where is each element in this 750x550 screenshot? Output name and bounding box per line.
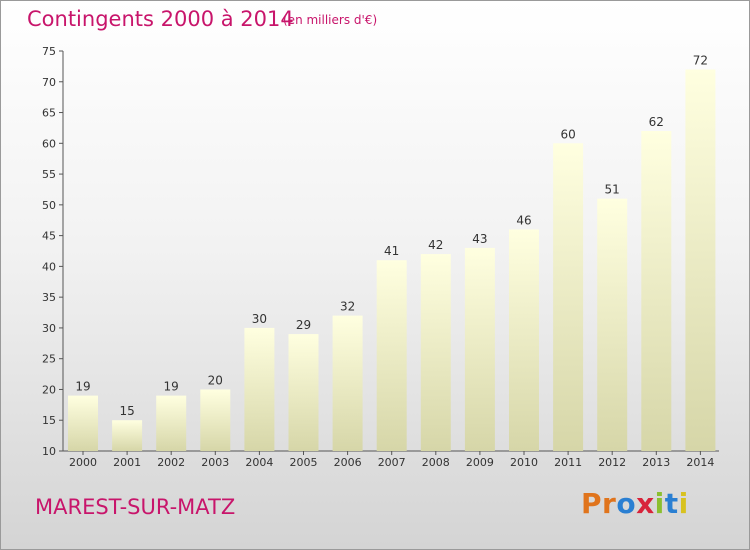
x-tick-label-2014: 2014 [686, 456, 714, 469]
data-label-2001: 15 [119, 404, 134, 418]
labels: 2000 19 2001 15 2002 19 2003 20 2004 30 2005 29 2006… [69, 53, 714, 469]
data-label-2011: 60 [560, 127, 575, 141]
bar-2001 [112, 420, 143, 451]
x-tick-label-2004: 2004 [245, 456, 273, 469]
logo-letter: x [636, 487, 655, 520]
bar-2009 [464, 247, 495, 451]
data-label-2012: 51 [605, 183, 620, 197]
x-tick-label-2000: 2000 [69, 456, 97, 469]
chart-title: Contingents 2000 à 2014 [27, 7, 294, 31]
y-tick-label: 35 [42, 291, 56, 304]
logo-letter: i [654, 487, 665, 520]
x-tick-label-2011: 2011 [554, 456, 582, 469]
data-label-2008: 42 [428, 238, 443, 252]
bar-2000 [68, 395, 98, 451]
x-tick-label-2012: 2012 [598, 456, 626, 469]
bar-2013 [641, 131, 672, 451]
data-label-2005: 29 [296, 318, 311, 332]
bar-2010 [509, 229, 539, 451]
data-label-2007: 41 [384, 244, 399, 258]
logo-letter: o [616, 487, 637, 520]
y-tick-label: 45 [42, 230, 56, 243]
x-tick-label-2003: 2003 [201, 456, 229, 469]
data-label-2003: 20 [208, 373, 223, 387]
bar-2006 [332, 315, 363, 451]
y-tick-label: 30 [42, 322, 56, 335]
y-tick-label: 40 [42, 260, 56, 273]
data-label-2013: 62 [649, 115, 664, 129]
x-tick-label-2006: 2006 [334, 456, 362, 469]
logo-letter: i [678, 487, 689, 520]
bar-2008 [420, 254, 451, 451]
proxiti-logo[interactable]: Proxiti [581, 487, 689, 520]
bar-2002 [156, 395, 187, 451]
y-tick-label: 50 [42, 199, 56, 212]
commune-name: MAREST-SUR-MATZ [35, 495, 236, 519]
x-tick-label-2005: 2005 [290, 456, 318, 469]
y-tick-label: 20 [42, 383, 56, 396]
y-tick-label: 25 [42, 353, 56, 366]
x-tick-label-2009: 2009 [466, 456, 494, 469]
y-tick-label: 65 [42, 107, 56, 120]
x-tick-label-2007: 2007 [378, 456, 406, 469]
y-tick-label: 15 [42, 414, 56, 427]
bar-2003 [200, 389, 231, 451]
data-label-2014: 72 [693, 53, 708, 67]
x-tick-label-2002: 2002 [157, 456, 185, 469]
data-label-2006: 32 [340, 300, 355, 314]
data-label-2004: 30 [252, 312, 267, 326]
x-tick-label-2001: 2001 [113, 456, 141, 469]
y-tick-label: 55 [42, 168, 56, 181]
logo-letter: t [664, 487, 679, 520]
bar-2004 [244, 327, 275, 451]
bar-2007 [376, 260, 407, 451]
axes: 10 15 20 25 30 35 40 45 50 55 60 65 70 75 [42, 45, 719, 458]
y-tick-label: 60 [42, 137, 56, 150]
y-tick-label: 75 [42, 45, 56, 58]
bar-2011 [553, 143, 584, 452]
logo-letter: r [602, 487, 617, 520]
x-tick-label-2013: 2013 [642, 456, 670, 469]
bar-2012 [597, 198, 628, 451]
bar-2014 [685, 69, 716, 451]
chart-subtitle: (en milliers d'€) [283, 13, 378, 27]
y-tick-label: 10 [42, 445, 56, 458]
bar-2005 [288, 334, 319, 451]
data-label-2002: 19 [164, 380, 179, 394]
x-tick-label-2008: 2008 [422, 456, 450, 469]
y-tick-label: 70 [42, 76, 56, 89]
data-label-2009: 43 [472, 232, 487, 246]
bars [68, 69, 716, 452]
data-label-2010: 46 [516, 213, 531, 227]
logo-letter: P [581, 487, 603, 520]
x-tick-label-2010: 2010 [510, 456, 538, 469]
data-label-2000: 19 [75, 380, 90, 394]
